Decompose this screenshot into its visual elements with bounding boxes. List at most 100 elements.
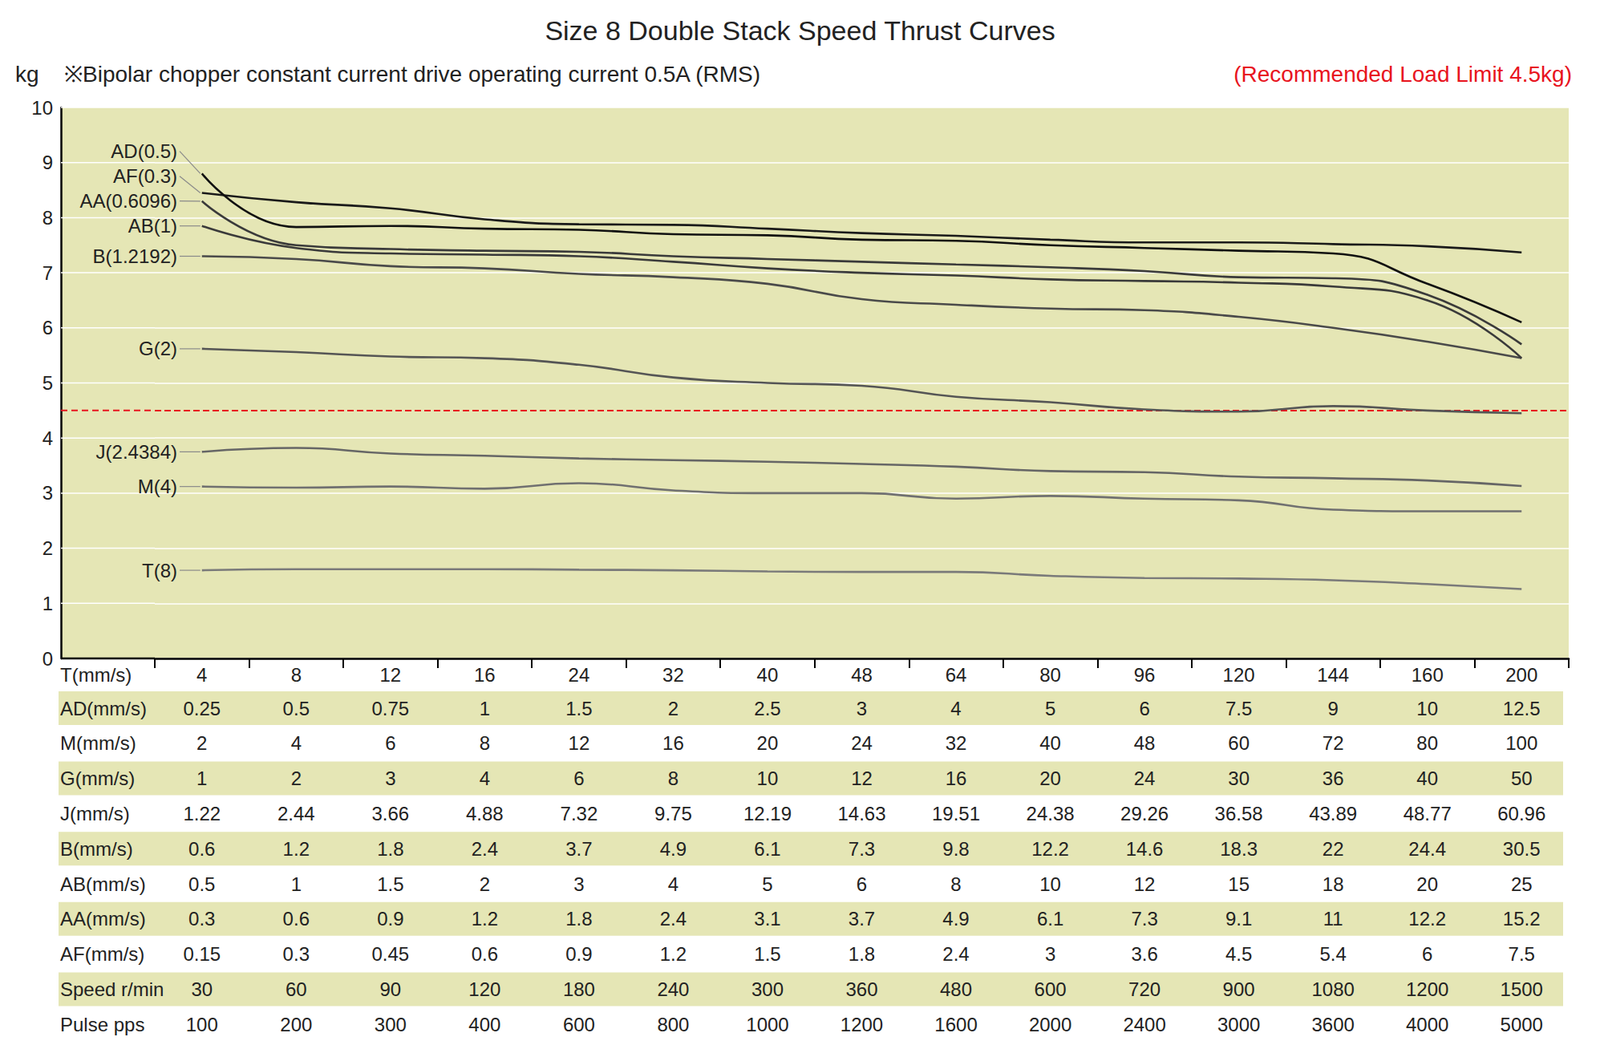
svg-text:180: 180 [563, 978, 596, 1001]
svg-text:2000: 2000 [1028, 1013, 1072, 1036]
svg-text:3: 3 [573, 873, 584, 896]
svg-text:8: 8 [291, 664, 302, 686]
svg-text:14.63: 14.63 [837, 802, 886, 825]
svg-text:48: 48 [1134, 732, 1156, 754]
svg-text:20: 20 [757, 732, 779, 754]
svg-text:80: 80 [1039, 664, 1062, 686]
svg-text:1000: 1000 [745, 1013, 789, 1036]
svg-text:900: 900 [1223, 978, 1256, 1001]
svg-text:16: 16 [662, 732, 685, 754]
svg-text:4: 4 [479, 767, 491, 790]
svg-text:1: 1 [291, 873, 302, 896]
svg-text:16: 16 [945, 767, 968, 790]
svg-text:7.5: 7.5 [1225, 697, 1252, 720]
svg-text:AB(mm/s): AB(mm/s) [60, 873, 146, 896]
svg-text:0.6: 0.6 [188, 838, 215, 860]
svg-text:9.75: 9.75 [654, 802, 693, 825]
svg-text:(Recommended Load Limit 4.5kg): (Recommended Load Limit 4.5kg) [1233, 61, 1572, 87]
svg-text:5: 5 [1045, 697, 1056, 720]
svg-text:2.4: 2.4 [942, 943, 969, 965]
svg-text:14.6: 14.6 [1126, 838, 1164, 860]
svg-text:0.5: 0.5 [283, 697, 310, 720]
svg-text:0: 0 [42, 648, 53, 670]
svg-text:19.51: 19.51 [931, 802, 981, 825]
svg-text:0.9: 0.9 [376, 907, 404, 930]
svg-text:4.88: 4.88 [465, 802, 504, 825]
svg-text:240: 240 [656, 978, 689, 1001]
svg-text:0.15: 0.15 [182, 943, 221, 965]
svg-text:120: 120 [468, 978, 501, 1001]
svg-text:40: 40 [1416, 767, 1438, 790]
svg-text:G(2): G(2) [138, 337, 178, 360]
svg-text:50: 50 [1510, 767, 1533, 790]
svg-text:0.75: 0.75 [371, 697, 410, 720]
svg-text:100: 100 [1505, 732, 1538, 754]
svg-text:7.3: 7.3 [1130, 907, 1158, 930]
svg-text:360: 360 [845, 978, 878, 1001]
svg-text:3000: 3000 [1217, 1013, 1260, 1036]
svg-text:30: 30 [190, 978, 213, 1001]
svg-text:64: 64 [945, 664, 968, 686]
svg-text:AF(mm/s): AF(mm/s) [60, 943, 145, 965]
svg-text:2: 2 [196, 732, 207, 754]
svg-text:11: 11 [1323, 907, 1344, 930]
svg-text:90: 90 [379, 978, 402, 1001]
svg-text:12.2: 12.2 [1031, 838, 1070, 860]
svg-text:12: 12 [1134, 873, 1156, 896]
svg-text:200: 200 [1505, 664, 1538, 686]
svg-text:8: 8 [42, 206, 53, 229]
svg-text:720: 720 [1128, 978, 1161, 1001]
svg-text:8: 8 [950, 873, 961, 896]
svg-text:16: 16 [473, 664, 496, 686]
svg-text:3600: 3600 [1311, 1013, 1354, 1036]
svg-text:J(mm/s): J(mm/s) [60, 802, 130, 825]
svg-text:1.2: 1.2 [283, 838, 310, 860]
svg-text:2.44: 2.44 [277, 802, 316, 825]
svg-text:12: 12 [568, 732, 591, 754]
svg-text:120: 120 [1223, 664, 1256, 686]
svg-text:10: 10 [1039, 873, 1062, 896]
svg-text:2400: 2400 [1122, 1013, 1166, 1036]
svg-text:80: 80 [1416, 732, 1438, 754]
svg-text:43.89: 43.89 [1308, 802, 1357, 825]
svg-text:1.2: 1.2 [660, 943, 687, 965]
svg-text:3: 3 [384, 767, 396, 790]
svg-text:0.9: 0.9 [565, 943, 592, 965]
svg-text:AF(0.3): AF(0.3) [113, 165, 178, 187]
svg-text:24: 24 [1134, 767, 1156, 790]
svg-text:2: 2 [668, 697, 679, 720]
svg-text:1.22: 1.22 [182, 802, 221, 825]
svg-text:AA(0.6096): AA(0.6096) [80, 190, 178, 212]
svg-text:AA(mm/s): AA(mm/s) [60, 907, 146, 930]
svg-text:0.6: 0.6 [283, 907, 310, 930]
svg-text:M(mm/s): M(mm/s) [60, 732, 137, 754]
svg-text:1.5: 1.5 [753, 943, 781, 965]
svg-text:2: 2 [291, 767, 302, 790]
svg-text:8: 8 [479, 732, 491, 754]
svg-text:40: 40 [1039, 732, 1062, 754]
svg-text:4: 4 [42, 427, 53, 450]
svg-text:32: 32 [662, 664, 685, 686]
svg-text:800: 800 [656, 1013, 689, 1036]
svg-text:2.5: 2.5 [753, 697, 781, 720]
svg-text:6: 6 [384, 732, 396, 754]
svg-text:B(1.2192): B(1.2192) [93, 245, 178, 268]
svg-text:9.1: 9.1 [1225, 907, 1252, 930]
svg-text:200: 200 [279, 1013, 312, 1036]
svg-text:144: 144 [1316, 664, 1349, 686]
svg-text:3.66: 3.66 [371, 802, 410, 825]
svg-text:12.5: 12.5 [1502, 697, 1541, 720]
svg-text:10: 10 [31, 97, 53, 119]
svg-text:1600: 1600 [934, 1013, 977, 1036]
svg-text:1200: 1200 [840, 1013, 884, 1036]
svg-text:5: 5 [42, 372, 53, 394]
svg-text:2.4: 2.4 [471, 838, 499, 860]
svg-text:6: 6 [856, 873, 867, 896]
svg-text:3: 3 [1045, 943, 1056, 965]
svg-text:10: 10 [757, 767, 779, 790]
svg-text:600: 600 [563, 1013, 596, 1036]
svg-text:3.7: 3.7 [848, 907, 875, 930]
svg-text:2: 2 [479, 873, 491, 896]
svg-text:T(mm/s): T(mm/s) [60, 664, 132, 686]
svg-text:36.58: 36.58 [1215, 802, 1264, 825]
